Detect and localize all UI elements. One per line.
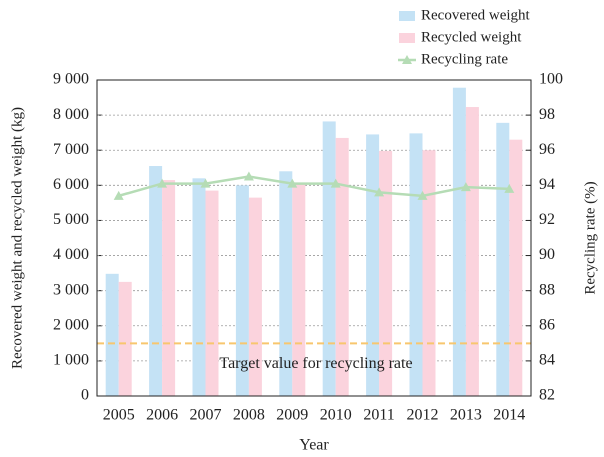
rate-marker bbox=[460, 182, 471, 192]
y-tick-label: 7 000 bbox=[53, 141, 89, 158]
y-tick-label: 0 bbox=[81, 387, 89, 404]
legend-label: Recycling rate bbox=[421, 51, 508, 67]
rate-marker bbox=[417, 190, 428, 200]
bar bbox=[379, 150, 393, 396]
bar bbox=[279, 171, 293, 396]
y2-tick-label: 94 bbox=[539, 176, 555, 193]
y2-tick-label: 88 bbox=[539, 281, 555, 298]
x-tick-label: 2008 bbox=[233, 407, 265, 424]
x-axis-label: Year bbox=[299, 437, 329, 454]
y2-tick-label: 90 bbox=[539, 246, 555, 263]
bar bbox=[149, 166, 163, 396]
rate-line bbox=[118, 175, 510, 198]
y2-tick-label: 100 bbox=[539, 71, 563, 88]
y2-tick-label: 92 bbox=[539, 211, 555, 228]
rate-marker bbox=[243, 171, 254, 181]
x-tick-label: 2014 bbox=[493, 407, 525, 424]
legend-label: Recovered weight bbox=[421, 7, 531, 23]
x-tick-label: 2005 bbox=[103, 407, 135, 424]
legend-swatch bbox=[399, 11, 415, 21]
bar bbox=[205, 190, 219, 396]
y2-tick-label: 84 bbox=[539, 352, 555, 369]
y-tick-label: 2 000 bbox=[53, 316, 89, 333]
x-tick-label: 2011 bbox=[363, 407, 394, 424]
bar bbox=[465, 107, 479, 396]
rate-marker bbox=[374, 187, 385, 197]
bar bbox=[118, 281, 132, 396]
x-tick-label: 2009 bbox=[276, 407, 308, 424]
rate-marker bbox=[113, 190, 124, 200]
plot-frame bbox=[96, 79, 532, 397]
rate-marker bbox=[200, 178, 211, 188]
rate-marker bbox=[157, 178, 168, 188]
bar bbox=[366, 134, 380, 396]
bar bbox=[248, 197, 262, 396]
x-tick-label: 2007 bbox=[190, 407, 222, 424]
bar bbox=[105, 273, 119, 396]
y2-axis-label: Recycling rate (%) bbox=[582, 181, 598, 294]
bar bbox=[162, 180, 176, 396]
rate-marker bbox=[504, 183, 515, 193]
x-tick-label: 2010 bbox=[320, 407, 352, 424]
legend-swatch bbox=[399, 33, 415, 43]
y-tick-label: 8 000 bbox=[53, 106, 89, 123]
y-tick-label: 9 000 bbox=[53, 71, 89, 88]
y-tick-label: 5 000 bbox=[53, 211, 89, 228]
bar bbox=[322, 121, 336, 396]
y2-tick-label: 82 bbox=[539, 387, 555, 404]
bar bbox=[496, 122, 510, 396]
y-tick-label: 1 000 bbox=[53, 352, 89, 369]
bar bbox=[422, 150, 436, 396]
y-tick-label: 6 000 bbox=[53, 176, 89, 193]
bar bbox=[509, 139, 523, 396]
y-tick-label: 4 000 bbox=[53, 246, 89, 263]
x-tick-label: 2013 bbox=[450, 407, 482, 424]
bar bbox=[452, 87, 466, 397]
x-tick-label: 2012 bbox=[407, 407, 439, 424]
y2-tick-label: 96 bbox=[539, 141, 555, 158]
x-tick-label: 2006 bbox=[146, 407, 178, 424]
rate-marker bbox=[330, 178, 341, 188]
rate-marker bbox=[287, 178, 298, 188]
y-tick-label: 3 000 bbox=[53, 281, 89, 298]
y2-tick-label: 86 bbox=[539, 316, 555, 333]
y-axis-label: Recovered weight and recycled weight (kg… bbox=[9, 107, 25, 369]
legend-swatch bbox=[402, 55, 412, 64]
legend-label: Recycled weight bbox=[421, 29, 522, 45]
target-label: Target value for recycling rate bbox=[219, 355, 412, 372]
bar bbox=[335, 137, 349, 396]
y2-tick-label: 98 bbox=[539, 106, 555, 123]
bar bbox=[192, 178, 206, 396]
